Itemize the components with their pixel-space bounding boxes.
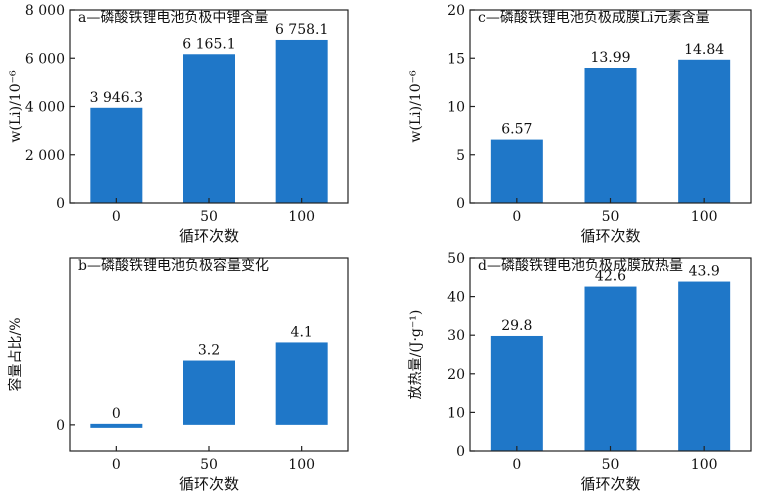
chart-panel-1: 6.57 13.99 14.84 0 5 10 15 20 0 50 100 c—磷酸铁锂电池负极成膜… [408,3,752,245]
y-tick-label: 10 [447,405,465,421]
chart-title: c—磷酸铁锂电池负极成膜Li元素含量 [478,10,710,26]
bar [490,335,543,451]
data-label: 14.84 [684,42,724,58]
x-axis-label: 循环次数 [580,227,640,245]
x-tick-label: 50 [602,209,620,225]
data-label: 3.2 [198,343,220,359]
chart-title: b—磷酸铁锂电池负极容量变化 [78,257,269,274]
y-axis-label: w(Li)/10⁻⁶ [8,70,24,143]
y-tick-label: 5 [456,148,465,164]
chart-title: a—磷酸铁锂电池负极中锂含量 [78,10,268,26]
bar [275,342,328,425]
data-label: 43.9 [689,264,720,280]
y-tick-label: 2 000 [25,148,65,164]
x-tick-label: 0 [112,209,121,225]
y-tick-label: 15 [447,51,465,67]
y-tick-label: 40 [447,290,465,306]
y-tick-label: 0 [56,418,65,434]
y-tick-label: 10 [447,100,465,116]
data-label: 6.57 [501,122,532,138]
data-label: 6 165.1 [182,36,235,52]
y-tick-label: 20 [447,367,465,383]
x-tick-label: 50 [200,457,218,473]
y-tick-label: 6 000 [25,51,65,67]
bar [183,360,235,425]
bar [678,281,731,451]
x-tick-label: 0 [112,457,121,473]
data-label: 29.8 [501,318,532,334]
y-axis-label: 放热量/(J·g⁻¹) [408,310,424,400]
bar [584,67,637,204]
x-tick-label: 100 [691,457,718,473]
x-tick-label: 0 [512,457,521,473]
x-tick-label: 100 [691,209,718,225]
data-label: 42.6 [595,269,626,285]
y-tick-label: 20 [447,3,465,19]
bar [490,139,543,203]
bar [275,39,328,203]
x-axis-label: 循环次数 [580,475,640,493]
y-axis-label: w(Li)/10⁻⁶ [408,70,424,143]
data-label: 0 [112,406,121,422]
y-tick-label: 8 000 [25,3,65,19]
data-label: 4.1 [291,324,313,340]
data-label: 3 946.3 [90,90,143,106]
bar [90,107,143,203]
x-tick-label: 50 [200,209,218,225]
y-tick-label: 50 [447,251,465,267]
data-label: 13.99 [590,50,630,66]
x-tick-label: 50 [602,457,620,473]
y-tick-label: 4 000 [25,100,65,116]
data-label: 6 758.1 [275,22,328,38]
x-axis-label: 循环次数 [179,227,239,245]
x-tick-label: 0 [512,209,521,225]
y-tick-label: 0 [456,444,465,460]
bar [90,423,143,428]
x-tick-label: 100 [288,457,315,473]
chart-title: d—磷酸铁锂电池负极成膜放热量 [478,258,683,274]
bar [183,54,235,203]
y-tick-label: 30 [447,328,465,344]
bar [584,286,637,451]
y-tick-label: 0 [456,196,465,212]
chart-panel-3: 29.8 42.6 43.9 0 10 20 30 40 50 0 50 100 d—磷酸铁锂电池负极成… [408,251,752,493]
chart-panel-0: 3 946.3 6 165.1 6 758.1 0 2 000 4 000 6 000 8 0… [8,3,349,245]
y-axis-label: 容量占比/% [7,317,24,391]
x-axis-label: 循环次数 [179,475,239,493]
bar [678,59,731,203]
y-tick-label: 0 [56,196,65,212]
x-tick-label: 100 [288,209,315,225]
